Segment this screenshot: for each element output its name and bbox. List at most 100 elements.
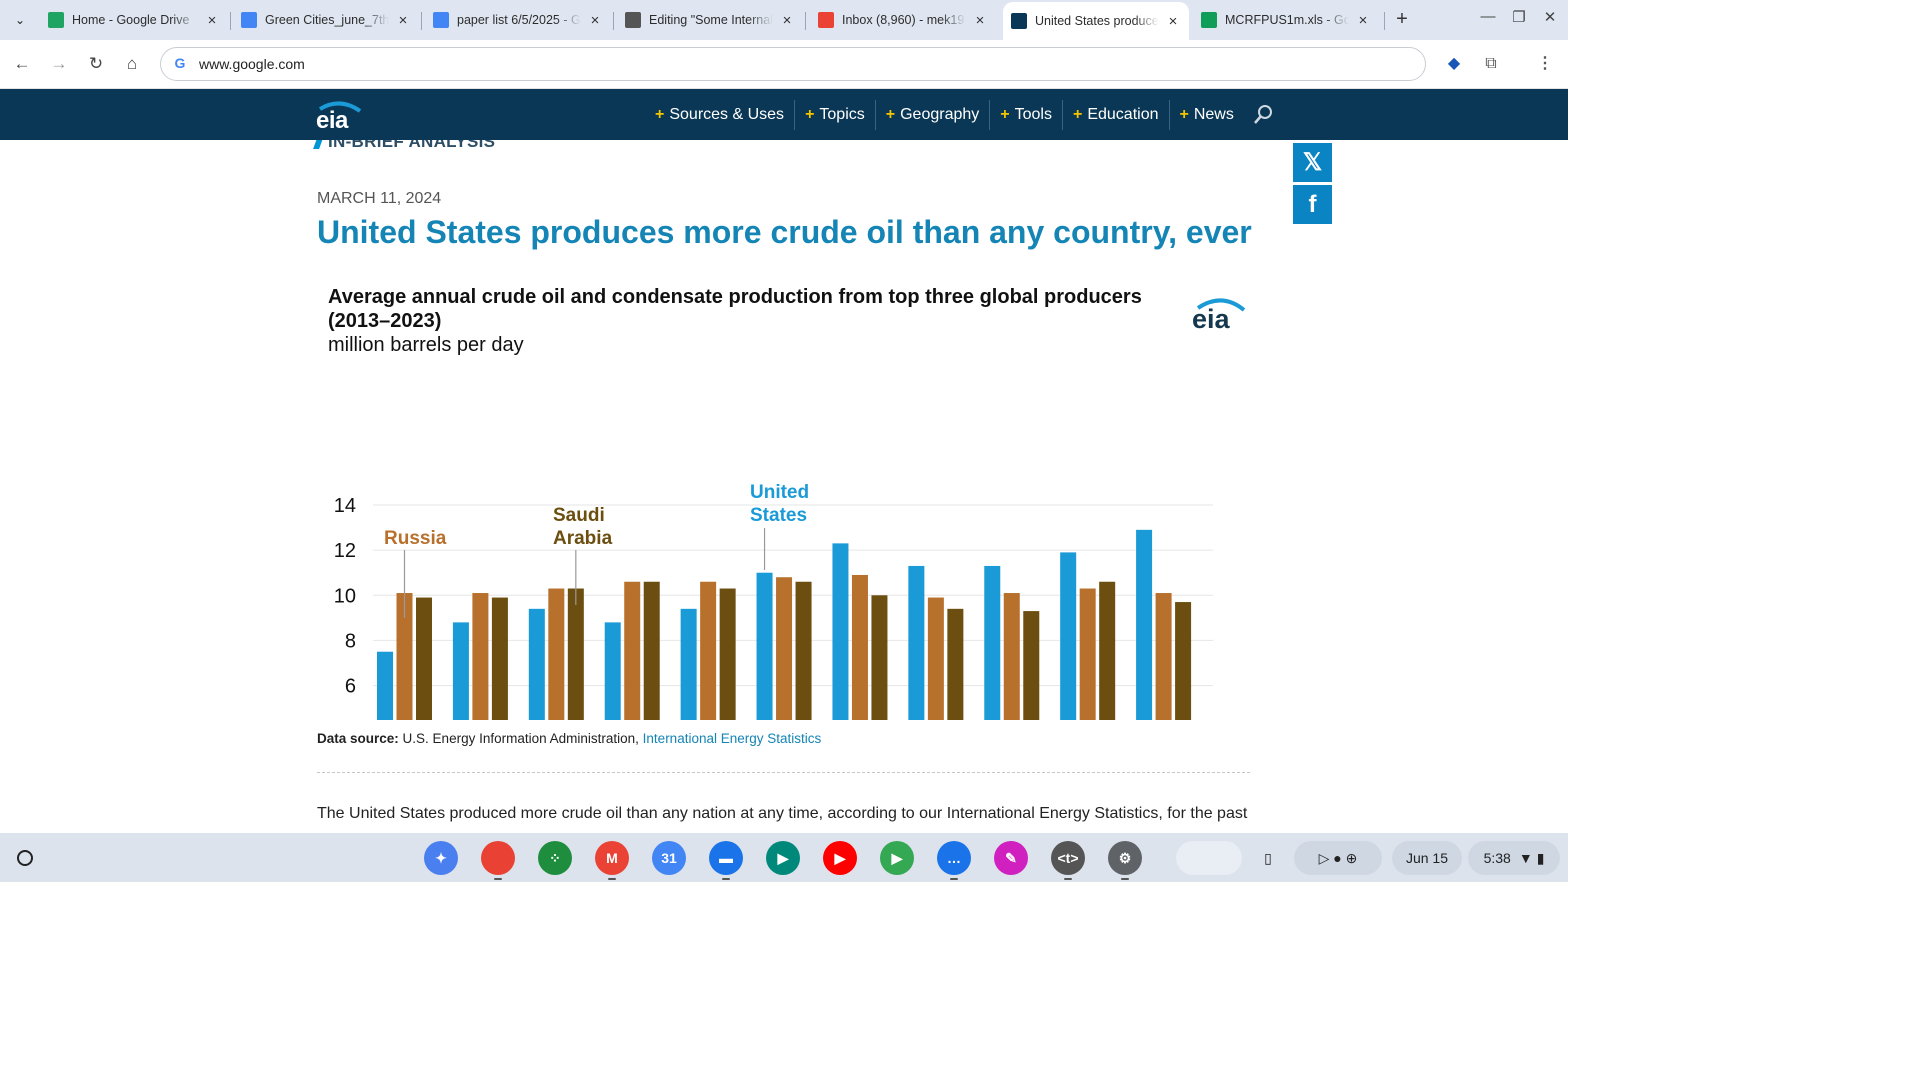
running-indicator: [1064, 878, 1072, 880]
chrome-app-icon[interactable]: [481, 841, 515, 880]
chart-title: Average annual crude oil and condensate …: [328, 286, 1142, 332]
y-tick-label: 12: [334, 540, 356, 562]
reload-icon[interactable]: ↻: [88, 54, 104, 73]
close-window-icon[interactable]: ✕: [1543, 9, 1557, 26]
nav-item-topics[interactable]: + Topics: [795, 99, 876, 130]
eia-main-nav: + Sources & Uses + Topics + Geography + Tools + E…: [645, 89, 1274, 140]
browser-tab-strip: ⌄ Home - Google Drive × Green Cities_june_…: [0, 0, 1568, 40]
gemini-app-icon[interactable]: ✦: [424, 841, 458, 875]
browser-tab[interactable]: Editing "Some Internal ×: [617, 4, 803, 36]
data-source-link[interactable]: International Energy Statistics: [642, 731, 822, 746]
settings-app-icon[interactable]: ⚙: [1108, 841, 1142, 880]
nav-item-label: Geography: [900, 105, 980, 123]
minimize-window-icon[interactable]: —: [1480, 8, 1496, 25]
bar-united-states: [984, 565, 1001, 720]
tab-title: MCRFPUS1m.xls - Go: [1225, 13, 1349, 27]
app-glyph: <t>: [1057, 850, 1079, 866]
bar-united-states: [1136, 529, 1153, 720]
app-glyph: ⁘: [549, 849, 561, 866]
browser-menu-icon[interactable]: ⋮: [1537, 55, 1553, 72]
gmail-app-icon[interactable]: M: [595, 841, 629, 880]
browser-tab[interactable]: Home - Google Drive ×: [40, 4, 228, 36]
new-tab-button[interactable]: +: [1396, 8, 1408, 30]
annotation-label: Russia: [384, 528, 447, 549]
play-store-app-icon[interactable]: ▶: [880, 841, 914, 875]
app-glyph: …: [947, 850, 961, 866]
nav-item-sources-uses[interactable]: + Sources & Uses: [645, 99, 796, 130]
forward-icon[interactable]: →: [50, 54, 68, 73]
messages-app-icon[interactable]: …: [937, 841, 971, 880]
nav-item-geography[interactable]: + Geography: [876, 99, 991, 130]
address-bar[interactable]: G www.google.com: [160, 47, 1426, 81]
bar-saudi-arabia: [795, 581, 812, 720]
browser-tab[interactable]: Green Cities_june_7th ×: [233, 4, 419, 36]
phone-hub-icon[interactable]: ▯: [1264, 849, 1272, 866]
browser-tab[interactable]: MCRFPUS1m.xls - Go ×: [1193, 4, 1379, 36]
bar-saudi-arabia: [491, 597, 508, 720]
bar-russia: [1155, 593, 1172, 720]
bar-russia: [776, 577, 793, 720]
bar-saudi-arabia: [719, 588, 736, 720]
site-search-icon[interactable]: [1252, 104, 1274, 126]
share-x-icon[interactable]: 𝕏: [1293, 143, 1332, 182]
holding-space-thumbnail[interactable]: [1176, 841, 1242, 875]
plus-icon: +: [1000, 105, 1010, 123]
tab-close-icon[interactable]: ×: [590, 11, 600, 29]
drive-icon: [48, 12, 64, 28]
browser-tab[interactable]: paper list 6/5/2025 - G ×: [425, 4, 611, 36]
bar-united-states: [604, 622, 621, 720]
tab-close-icon[interactable]: ×: [207, 11, 217, 29]
app-glyph: 31: [661, 850, 677, 866]
tab-title: Editing "Some Internal: [649, 13, 773, 27]
avatar-icon: [625, 12, 641, 28]
browser-toolbar: ← → ↻ ⌂ G www.google.com ◆ ⧉ ⋮: [0, 40, 1568, 89]
terminal-app-icon[interactable]: <t>: [1051, 841, 1085, 880]
tab-separator: [613, 12, 614, 30]
calendar-app-icon[interactable]: 31: [652, 841, 686, 875]
tab-close-icon[interactable]: ×: [398, 11, 408, 29]
status-area[interactable]: 5:38 ▼ ▮: [1468, 841, 1560, 875]
app-glyph: ▬: [719, 850, 733, 866]
tab-search-chevron-icon[interactable]: ⌄: [14, 13, 26, 27]
youtube-app-icon[interactable]: ▶: [823, 841, 857, 875]
files-app-icon[interactable]: ▬: [709, 841, 743, 880]
tab-title: Green Cities_june_7th: [265, 13, 389, 27]
nav-item-news[interactable]: + News: [1170, 100, 1244, 130]
restore-window-icon[interactable]: ❐: [1512, 9, 1526, 26]
bar-saudi-arabia: [1099, 581, 1116, 720]
browser-tab[interactable]: United States produce ×: [1003, 2, 1189, 40]
eia-logo-text: eia: [316, 107, 348, 134]
meet-app-icon[interactable]: ▶: [766, 841, 800, 875]
tab-close-icon[interactable]: ×: [975, 11, 985, 29]
os-shelf: ✦ ⁘ M 31 ▬ ▶ ▶ ▶ … ✎ <t> ⚙ ▯ ▷ ● ⊕ Jun 15 5:38 ▼ ▮: [0, 833, 1568, 882]
nav-item-tools[interactable]: + Tools: [990, 99, 1063, 130]
google-g-icon: G: [174, 55, 186, 71]
nav-item-education[interactable]: + Education: [1063, 99, 1170, 130]
apps-launcher-app-icon[interactable]: ⁘: [538, 841, 572, 875]
share-facebook-icon[interactable]: f: [1293, 185, 1332, 224]
tab-separator: [1384, 12, 1385, 30]
url-text[interactable]: www.google.com: [199, 56, 305, 72]
tray-status-icons[interactable]: ▷ ● ⊕: [1294, 841, 1382, 875]
extensions-puzzle-icon[interactable]: ⧉: [1485, 55, 1497, 72]
tab-close-icon[interactable]: ×: [1168, 12, 1178, 30]
tab-separator: [805, 12, 806, 30]
tab-close-icon[interactable]: ×: [782, 11, 792, 29]
home-icon[interactable]: ⌂: [126, 54, 138, 73]
tab-close-icon[interactable]: ×: [1358, 11, 1368, 29]
back-icon[interactable]: ←: [13, 54, 31, 73]
browser-tab[interactable]: Inbox (8,960) - mek19 ×: [810, 4, 996, 36]
app-glyph: ✎: [1005, 849, 1017, 866]
app-glyph: M: [606, 850, 618, 866]
launcher-icon[interactable]: [17, 850, 33, 866]
annotation-label: Arabia: [553, 528, 613, 549]
extension-mortarboard-icon[interactable]: ◆: [1447, 55, 1461, 72]
chart-eia-logo: eia: [1192, 294, 1248, 334]
eia-logo[interactable]: eia: [316, 97, 364, 134]
canvas-app-icon[interactable]: ✎: [994, 841, 1028, 875]
bar-united-states: [377, 651, 393, 720]
nav-item-label: Topics: [819, 105, 865, 123]
date-display[interactable]: Jun 15: [1392, 841, 1462, 875]
y-tick-label: 14: [334, 495, 356, 517]
article-date: MARCH 11, 2024: [317, 190, 442, 207]
